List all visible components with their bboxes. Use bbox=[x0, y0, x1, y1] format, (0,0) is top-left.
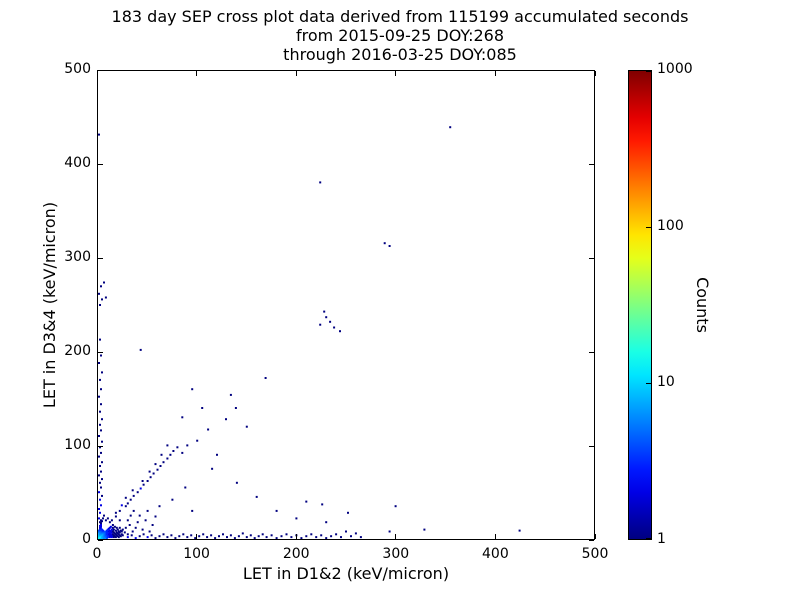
x-tick-mark bbox=[395, 534, 397, 539]
figure-title-line-2: from 2015-09-25 DOY:268 bbox=[295, 26, 504, 45]
colorbar-label: Counts bbox=[693, 277, 712, 333]
plot-area bbox=[97, 70, 595, 540]
y-tick-mark bbox=[98, 445, 103, 447]
y-tick-label: 500 bbox=[64, 61, 91, 77]
colorbar-tick-label: 1000 bbox=[657, 61, 693, 77]
colorbar-tick-label: 100 bbox=[657, 217, 684, 234]
colorbar-tick-mark bbox=[646, 538, 651, 539]
x-tick-mark bbox=[295, 71, 297, 76]
x-tick-mark bbox=[295, 534, 297, 539]
y-tick-mark bbox=[98, 351, 103, 353]
y-tick-label: 400 bbox=[64, 155, 91, 171]
y-tick-label: 100 bbox=[64, 437, 91, 453]
x-tick-mark bbox=[96, 71, 98, 76]
x-axis-label: LET in D1&2 (keV/micron) bbox=[242, 564, 450, 583]
x-tick-mark bbox=[494, 71, 496, 76]
x-tick-mark bbox=[96, 534, 98, 539]
x-tick-label: 300 bbox=[382, 546, 410, 562]
colorbar-tick-mark bbox=[646, 226, 651, 228]
x-tick-label: 0 bbox=[92, 546, 102, 562]
figure-title-line-3: through 2016-03-25 DOY:085 bbox=[283, 45, 517, 64]
y-tick-label: 200 bbox=[64, 343, 91, 359]
y-tick-mark bbox=[589, 69, 594, 71]
colorbar-tick-mark bbox=[646, 71, 651, 72]
x-tick-mark bbox=[196, 71, 198, 76]
x-tick-label: 100 bbox=[183, 546, 210, 562]
colorbar bbox=[628, 70, 652, 540]
x-tick-mark bbox=[594, 71, 596, 76]
colorbar-tick-label: 1 bbox=[657, 531, 666, 547]
x-tick-mark bbox=[594, 534, 596, 539]
scatter-points-svg bbox=[98, 126, 521, 539]
colorbar-tick-label: 10 bbox=[657, 374, 675, 391]
y-tick-mark bbox=[98, 539, 103, 541]
x-tick-mark bbox=[395, 71, 397, 76]
colorbar-tick-mark bbox=[646, 383, 651, 385]
x-tick-mark bbox=[196, 534, 198, 539]
y-tick-label: 0 bbox=[82, 531, 91, 547]
y-axis-label: LET in D3&4 (keV/micron) bbox=[40, 201, 59, 409]
y-tick-mark bbox=[589, 351, 594, 353]
y-tick-mark bbox=[589, 163, 594, 165]
x-tick-label: 400 bbox=[482, 546, 509, 562]
y-tick-mark bbox=[98, 257, 103, 259]
x-tick-label: 200 bbox=[282, 546, 310, 562]
x-tick-label: 500 bbox=[581, 546, 609, 562]
y-tick-mark bbox=[98, 163, 103, 165]
figure-title-line-1: 183 day SEP cross plot data derived from… bbox=[111, 7, 689, 26]
y-tick-mark bbox=[98, 69, 103, 71]
y-tick-mark bbox=[589, 445, 594, 447]
y-tick-mark bbox=[589, 257, 594, 259]
x-tick-mark bbox=[494, 534, 496, 539]
y-tick-mark bbox=[589, 539, 594, 541]
y-tick-label: 300 bbox=[64, 249, 91, 265]
